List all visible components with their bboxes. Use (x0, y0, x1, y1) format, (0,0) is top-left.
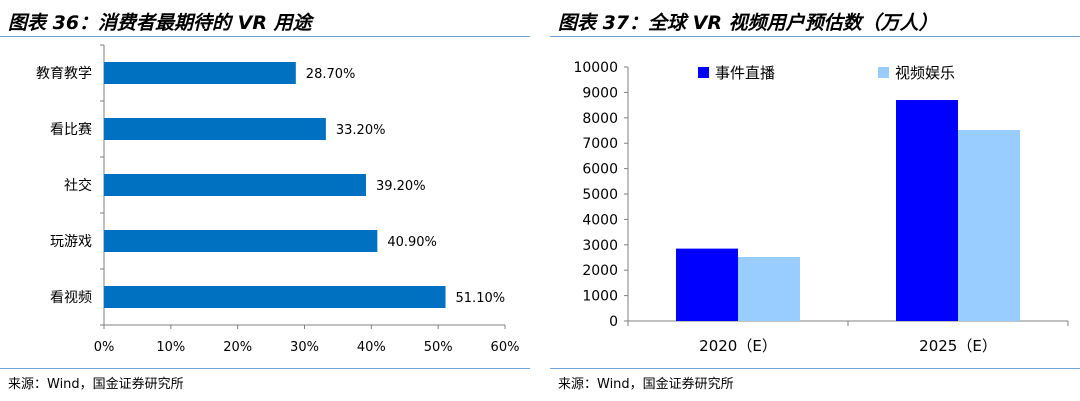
category-label: 教育教学 (36, 66, 92, 82)
data-label: 40.90% (387, 235, 437, 250)
left-panel: 图表 36：消费者最期待的 VR 用途 教育教学 28.70% 看比赛 33.20% 社… (0, 0, 530, 401)
category-label: 玩游戏 (50, 234, 92, 250)
left-source: 来源：Wind，国金证券研究所 (8, 377, 184, 392)
y-tick-label: 7000 (582, 136, 618, 152)
y-tick-label: 5000 (582, 187, 618, 203)
right-title-rule (550, 36, 1080, 37)
bar (104, 286, 446, 308)
legend-label: 视频娱乐 (895, 64, 955, 82)
category-label: 看比赛 (50, 122, 92, 138)
x-tick-label: 10% (156, 340, 185, 355)
legend-swatch (878, 67, 889, 78)
data-label: 33.20% (336, 123, 386, 138)
y-tick-label: 8000 (582, 111, 618, 127)
y-tick-label: 3000 (582, 238, 618, 254)
legend-swatch (698, 67, 709, 78)
right-source-rule (550, 368, 1080, 369)
x-tick-label: 50% (424, 340, 453, 355)
y-tick-label: 0 (609, 314, 618, 330)
bar (676, 248, 738, 321)
y-tick-label: 10000 (573, 60, 618, 76)
y-tick-label: 2000 (582, 263, 618, 279)
bar (958, 129, 1020, 321)
bar (104, 174, 366, 196)
x-tick-label: 30% (290, 340, 319, 355)
bar (896, 100, 958, 322)
left-source-rule (0, 368, 530, 369)
data-label: 51.10% (456, 291, 506, 306)
x-tick-label: 20% (223, 340, 252, 355)
data-label: 28.70% (306, 67, 356, 82)
right-source: 来源：Wind，国金证券研究所 (558, 377, 734, 392)
left-chart-title: 图表 36：消费者最期待的 VR 用途 (8, 12, 312, 34)
x-tick-label: 0% (94, 340, 115, 355)
data-label: 39.20% (376, 179, 426, 194)
x-tick-label: 60% (491, 340, 520, 355)
left-title-rule (0, 36, 530, 37)
category-label: 看视频 (50, 290, 92, 306)
right-panel: 图表 37：全球 VR 视频用户预估数（万人） 0 1000 2000 3000 400… (550, 0, 1080, 401)
y-tick-label: 1000 (582, 289, 618, 305)
bar (104, 118, 326, 140)
x-tick-label: 40% (357, 340, 386, 355)
x-category-label: 2020（E） (699, 337, 777, 355)
bar (104, 62, 296, 84)
legend-label: 事件直播 (715, 64, 775, 82)
left-bar-chart: 教育教学 28.70% 看比赛 33.20% 社交 39.20% 玩游戏 40.90% 看视频 5… (36, 44, 520, 355)
right-chart-title: 图表 37：全球 VR 视频用户预估数（万人） (558, 12, 938, 34)
y-tick-label: 4000 (582, 212, 618, 228)
category-label: 社交 (64, 177, 92, 194)
y-tick-label: 9000 (582, 85, 618, 101)
x-category-label: 2025（E） (919, 337, 997, 355)
bar (738, 256, 800, 321)
bar (104, 230, 378, 252)
right-bar-chart: 0 1000 2000 3000 4000 5000 6000 7000 8000 9000 100… (573, 60, 1069, 355)
y-tick-label: 6000 (582, 162, 618, 178)
